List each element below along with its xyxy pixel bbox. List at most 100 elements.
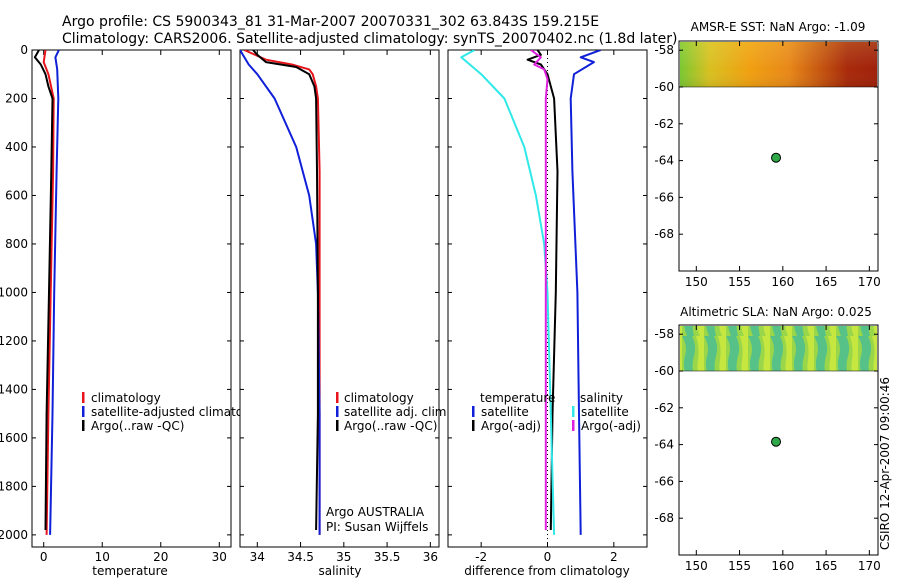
x-tick-label: 0 [40, 550, 48, 564]
lat-tick-label: -58 [654, 43, 674, 57]
pi-annotation: PI: Susan Wijffels [326, 520, 428, 534]
lon-tick-label: 170 [858, 559, 881, 573]
sst-map-panel: AMSR-E SST: NaN Argo: -1.09 -58 -60 -62 -64… [654, 20, 880, 289]
series-line-climatology [42, 50, 55, 535]
legend-swatch-sal-satellite [572, 406, 575, 417]
y-tick-label: 1200 [0, 334, 28, 348]
series-line-temperature-argo-adj- [526, 50, 559, 531]
legend-header-temperature: temperature [480, 391, 555, 405]
x-tick-label: 35 [336, 550, 351, 564]
y-tick-label: 2000 [0, 528, 28, 542]
y-tick-label: 0 [20, 43, 28, 57]
lat-tick-label: -68 [654, 227, 674, 241]
sst-data-shade [680, 42, 877, 87]
sla-field [679, 326, 878, 372]
temperature-legend: climatology satellite-adjusted climatolo… [82, 391, 269, 433]
legend-label-sal-satellite: satellite [581, 405, 629, 419]
salinity-legend: climatology satellite adj. clim. Argo(..… [326, 391, 450, 534]
legend-swatch-temp-satellite [472, 406, 475, 417]
lat-tick-label: -64 [654, 438, 674, 452]
series-line-satellite-adjusted-climatology [49, 50, 60, 535]
temperature-x-axis: 0 10 20 30 [40, 50, 227, 564]
legend-label-argo: Argo(..raw -QC) [344, 419, 437, 433]
argo-source-annotation: Argo AUSTRALIA [326, 505, 425, 519]
series-line-salinity-argo-adj- [530, 50, 549, 530]
x-tick-label: 34 [250, 550, 265, 564]
sst-y-axis: -58 -60 -62 -64 -66 -68 [654, 43, 878, 241]
salinity-panel: 34 34.5 35 35.5 36 salinity climatology sate… [239, 49, 450, 578]
difference-legend: temperature salinity satellite Argo(-adj… [472, 391, 641, 433]
salinity-series [240, 50, 321, 535]
lat-tick-label: -60 [654, 364, 674, 378]
sla-x-axis: 150 155 160 165 170 [685, 325, 881, 573]
difference-panel: -2 0 2 difference from climatology tempera… [447, 49, 648, 578]
argo-location-marker [771, 436, 782, 447]
lon-tick-label: 170 [858, 275, 881, 289]
x-tick-label: 30 [212, 550, 227, 564]
legend-swatch-argo [82, 420, 85, 431]
legend-swatch-climatology [82, 392, 85, 403]
lon-tick-label: 160 [771, 559, 794, 573]
y-tick-label: 400 [5, 140, 28, 154]
x-tick-label: 34.5 [287, 550, 314, 564]
series-line-argo-raw-qc- [252, 50, 319, 531]
x-tick-label: 2 [610, 550, 618, 564]
lon-tick-label: 150 [685, 559, 708, 573]
y-tick-label: 1400 [0, 382, 28, 396]
x-tick-label: 20 [153, 550, 168, 564]
lat-tick-label: -62 [654, 401, 674, 415]
argo-location-marker [771, 152, 782, 163]
lat-tick-label: -68 [654, 511, 674, 525]
legend-swatch-climatology [336, 392, 339, 403]
header-line1: Argo profile: CS 5900343_81 31-Mar-2007 … [62, 14, 600, 30]
sla-map-panel: Altimetric SLA: NaN Argo: 0.025 -58 -60 -6… [654, 305, 880, 573]
y-tick-label: 1600 [0, 431, 28, 445]
lon-tick-label: 150 [685, 275, 708, 289]
lat-tick-label: -62 [654, 117, 674, 131]
salinity-xlabel: salinity [318, 564, 361, 578]
legend-label-satellite-adj: satellite adj. clim. [344, 405, 450, 419]
legend-label-temp-argo: Argo(-adj) [481, 419, 541, 433]
legend-label-climatology: climatology [91, 391, 161, 405]
legend-header-salinity: salinity [580, 391, 623, 405]
lon-tick-label: 155 [728, 275, 751, 289]
header: Argo profile: CS 5900343_81 31-Mar-2007 … [62, 14, 677, 48]
series-line-climatology [243, 50, 321, 535]
legend-label-temp-satellite: satellite [481, 405, 529, 419]
series-line-argo-raw-qc- [33, 50, 54, 531]
legend-swatch-sal-argo [572, 420, 575, 431]
lon-tick-label: 160 [771, 275, 794, 289]
legend-label-argo: Argo(..raw -QC) [91, 419, 184, 433]
legend-swatch-temp-argo [472, 420, 475, 431]
lon-tick-label: 165 [815, 275, 838, 289]
lat-tick-label: -66 [654, 474, 674, 488]
x-tick-label: 36 [423, 550, 438, 564]
temperature-plot-frame [31, 49, 232, 548]
lon-tick-label: 165 [815, 559, 838, 573]
difference-x-axis: -2 0 2 [475, 50, 618, 564]
temperature-xlabel: temperature [92, 564, 167, 578]
sla-y-axis: -58 -60 -62 -64 -66 -68 [654, 327, 878, 525]
temperature-y-axis: 0 200 400 600 800 1000 1200 1400 1600 1800 2000 [0, 43, 231, 542]
sla-data-region [680, 326, 877, 371]
difference-xlabel: difference from climatology [464, 564, 630, 578]
sst-x-axis: 150 155 160 165 170 [685, 41, 881, 289]
y-tick-label: 1000 [0, 285, 28, 299]
series-line-salinity-satellite [460, 50, 556, 535]
sst-map-title: AMSR-E SST: NaN Argo: -1.09 [691, 20, 866, 34]
header-line2: Climatology: CARS2006. Satellite-adjuste… [62, 31, 678, 47]
x-tick-label: 0 [544, 550, 552, 564]
footer-stamp: CSIRO 12-Apr-2007 09:00:46 [878, 377, 892, 550]
y-tick-label: 600 [5, 188, 28, 202]
x-tick-label: 35.5 [374, 550, 401, 564]
salinity-x-axis: 34 34.5 35 35.5 36 [250, 50, 438, 564]
lat-tick-label: -66 [654, 190, 674, 204]
legend-swatch-argo [336, 420, 339, 431]
sla-map-title: Altimetric SLA: NaN Argo: 0.025 [680, 305, 872, 319]
salinity-plot-frame [239, 49, 440, 548]
legend-swatch-satellite-adjusted [82, 406, 85, 417]
lon-tick-label: 155 [728, 559, 751, 573]
lat-tick-label: -64 [654, 154, 674, 168]
temperature-series [33, 50, 60, 535]
